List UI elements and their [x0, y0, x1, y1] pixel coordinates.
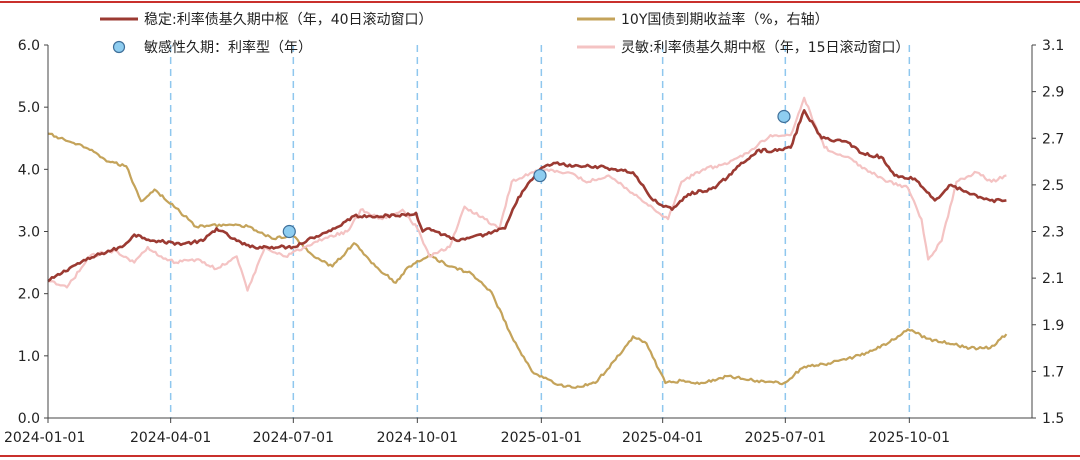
x-tick-label: 2025-07-01 [745, 430, 826, 446]
y-right-tick-label: 2.7 [1042, 131, 1064, 147]
x-tick-label: 2025-01-01 [501, 430, 582, 446]
y-right-tick-label: 2.5 [1042, 178, 1064, 194]
series-line-2 [47, 96, 1007, 292]
scatter-point-0 [282, 224, 296, 239]
scatter-point-2 [777, 109, 791, 124]
axes: 0.0 1.0 2.0 3.0 4.0 5.0 6.0 1.5 1.7 1.9 2.1 2.3 2.5 2… [4, 38, 1064, 446]
y-right-tick-label: 3.1 [1042, 38, 1064, 54]
x-tick-label: 2025-04-01 [622, 430, 703, 446]
series-line-1 [47, 132, 1008, 389]
y-left-tick-label: 6.0 [18, 38, 40, 54]
y-left-tick-label: 3.0 [18, 225, 40, 241]
legend-label: 10Y国债到期收益率（%，右轴） [621, 11, 829, 28]
y-right-tick-label: 1.9 [1042, 318, 1064, 334]
series-lines [47, 96, 1008, 389]
x-tick-label: 2024-10-01 [377, 430, 458, 446]
legend-label: 稳定:利率债基久期中枢（年，40日滚动窗口） [144, 11, 433, 28]
sensitivity-duration-markers [282, 109, 791, 239]
legend-item-3: 敏感性久期：利率型（年） [112, 39, 312, 56]
y-right-tick-label: 1.7 [1042, 364, 1064, 380]
legend-item-2: 灵敏:利率债基久期中枢（年，15日滚动窗口） [577, 39, 910, 56]
x-tick-label: 2024-07-01 [253, 430, 334, 446]
x-tick-label: 2024-04-01 [130, 430, 211, 446]
y-left-tick-label: 2.0 [18, 287, 40, 303]
y-right-tick-label: 2.3 [1042, 225, 1064, 241]
legend: 稳定:利率债基久期中枢（年，40日滚动窗口） 10Y国债到期收益率（%，右轴） 敏感… [100, 11, 910, 56]
y-left-tick-label: 4.0 [18, 162, 40, 178]
quarter-divider-lines [169, 45, 911, 418]
legend-label: 灵敏:利率债基久期中枢（年，15日滚动窗口） [621, 39, 910, 56]
series-line-0 [47, 109, 1007, 283]
y-left-tick-label: 5.0 [18, 100, 40, 116]
x-tick-label: 2024-01-01 [4, 430, 85, 446]
y-left-tick-label: 1.0 [18, 349, 40, 365]
y-right-tick-label: 2.1 [1042, 271, 1064, 287]
legend-label: 敏感性久期：利率型（年） [144, 39, 312, 56]
scatter-point-1 [533, 168, 547, 183]
y-left-tick-label: 0.0 [18, 411, 40, 427]
legend-item-0: 稳定:利率债基久期中枢（年，40日滚动窗口） [100, 11, 433, 28]
y-right-tick-label: 1.5 [1042, 411, 1064, 427]
legend-marker [112, 40, 126, 54]
legend-item-1: 10Y国债到期收益率（%，右轴） [577, 11, 829, 28]
y-right-tick-label: 2.9 [1042, 85, 1064, 101]
x-tick-label: 2025-10-01 [869, 430, 950, 446]
